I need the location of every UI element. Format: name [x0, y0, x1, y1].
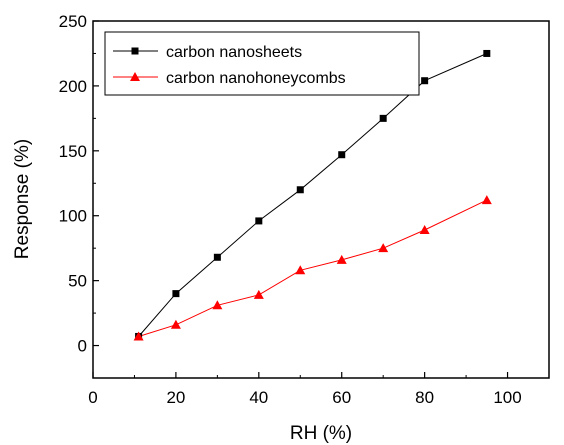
x-axis-label: RH (%) — [290, 423, 352, 444]
legend: carbon nanosheets carbon nanohoneycombs — [104, 31, 420, 96]
y-axis-label: Response (%) — [12, 139, 33, 259]
y-tick-label: 50 — [68, 272, 87, 291]
tick-labels: 0 20 40 60 80 100 0 50 100 150 200 250 — [59, 12, 522, 407]
legend-box — [104, 31, 420, 96]
legend-label-nanosheets: carbon nanosheets — [166, 44, 302, 61]
data-point-nanosheets — [338, 151, 346, 159]
x-tick-label: 60 — [332, 388, 351, 407]
data-point-nanohoneycombs — [419, 225, 430, 235]
data-point-nanohoneycombs — [253, 289, 264, 299]
data-point-nanohoneycombs — [170, 319, 181, 329]
data-point-nanosheets — [296, 186, 304, 194]
data-point-nanohoneycombs — [336, 254, 347, 264]
y-tick-label: 150 — [59, 142, 87, 161]
x-tick-label: 0 — [88, 388, 97, 407]
data-point-nanosheets — [379, 114, 387, 122]
legend-label-nanohoneycombs: carbon nanohoneycombs — [166, 70, 346, 87]
legend-marker-nanosheets — [131, 47, 139, 55]
legend-marker-nanohoneycombs — [130, 72, 140, 81]
data-point-nanosheets — [255, 217, 263, 225]
y-tick-label: 200 — [59, 77, 87, 96]
data-point-nanosheets — [483, 49, 491, 57]
series-line-0 — [138, 53, 488, 337]
data-point-nanohoneycombs — [133, 331, 144, 341]
x-tick-label: 20 — [166, 388, 185, 407]
data-point-nanohoneycombs — [212, 300, 223, 310]
data-point-nanohoneycombs — [378, 243, 389, 253]
y-tick-label: 100 — [59, 207, 87, 226]
y-tick-label: 250 — [59, 12, 87, 31]
data-point-nanohoneycombs — [481, 195, 492, 205]
plot-frame — [92, 20, 550, 379]
data-point-nanohoneycombs — [295, 265, 306, 275]
x-tick-label: 100 — [493, 388, 521, 407]
axis-ticks — [92, 20, 509, 378]
x-tick-label: 80 — [415, 388, 434, 407]
series-line-1 — [138, 199, 488, 337]
series-lines — [138, 53, 488, 337]
y-tick-label: 0 — [78, 337, 87, 356]
data-point-nanosheets — [421, 77, 429, 85]
x-tick-label: 40 — [249, 388, 268, 407]
data-point-nanosheets — [172, 290, 180, 298]
data-point-nanosheets — [213, 253, 221, 261]
series-markers — [133, 49, 492, 341]
